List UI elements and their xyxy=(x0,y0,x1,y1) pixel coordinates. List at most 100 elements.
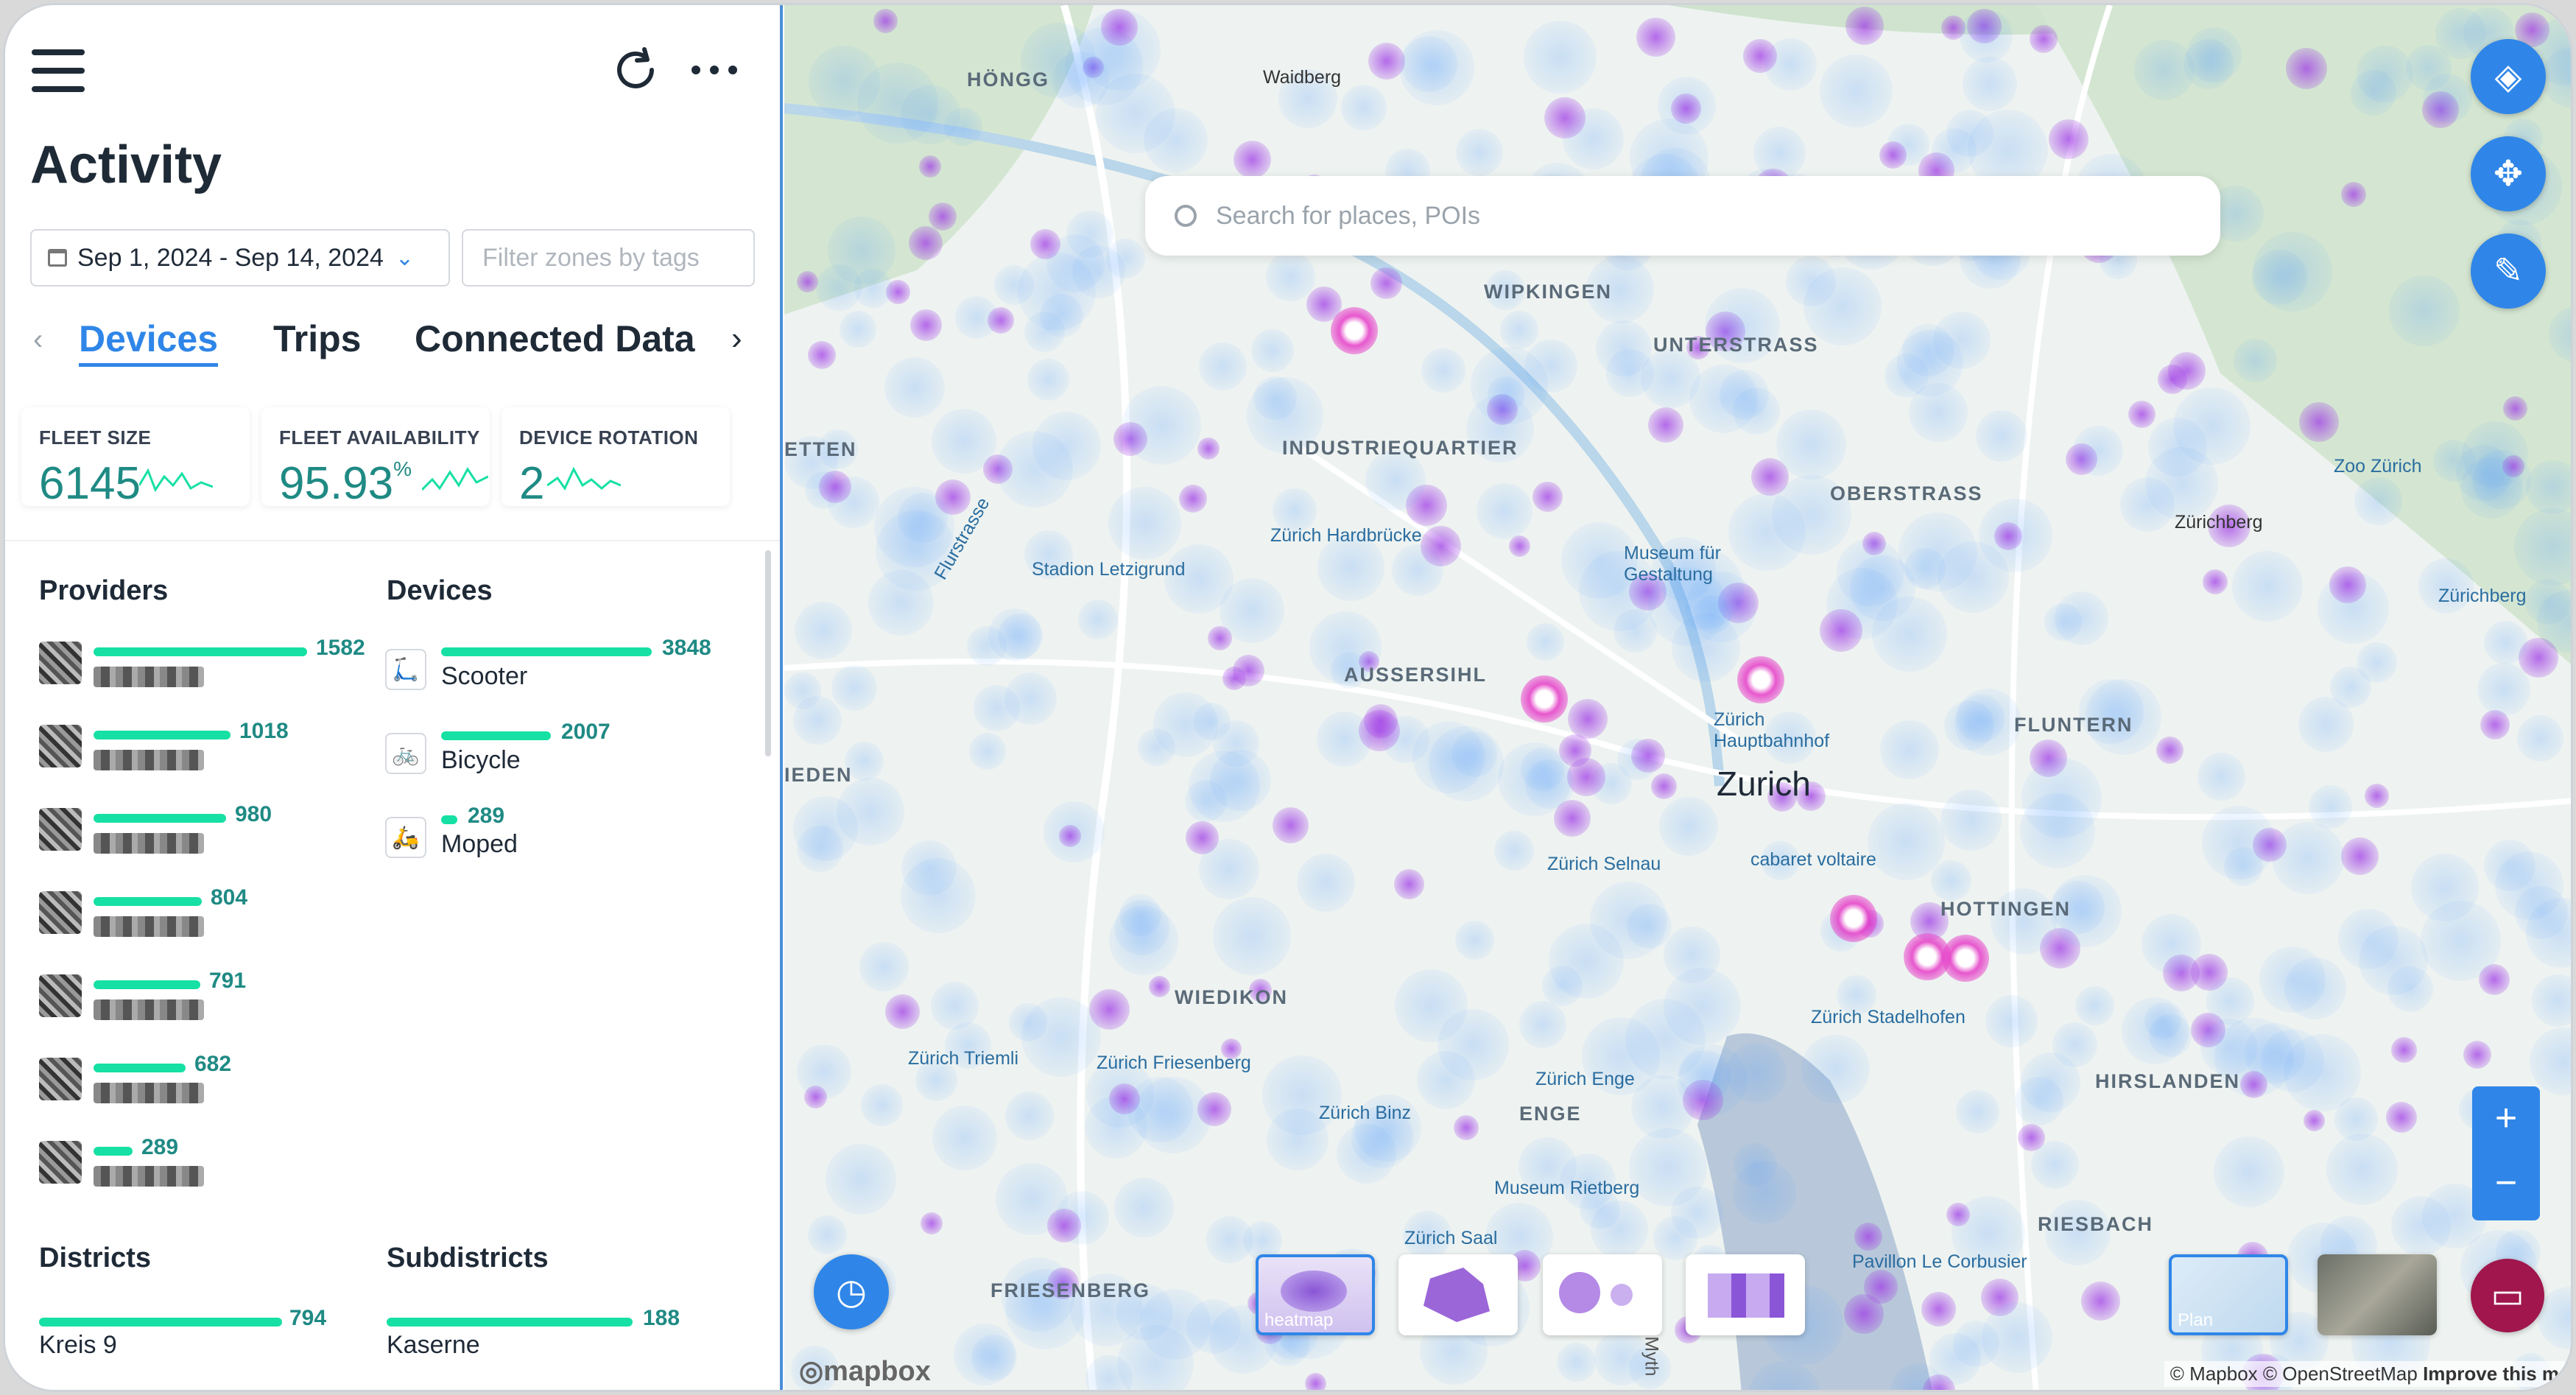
provider-name[interactable] xyxy=(94,999,204,1020)
map-label-riesbach: RIESBACH xyxy=(2038,1213,2154,1235)
hexbin-icon xyxy=(1708,1273,1784,1318)
search-icon xyxy=(1175,205,1197,227)
basemap-satellite-thumb[interactable] xyxy=(2318,1254,2437,1335)
panel-scrollbar[interactable] xyxy=(765,550,771,756)
place-search-input[interactable]: Search for places, POIs xyxy=(1145,176,2220,256)
city-label-zurich: Zurich xyxy=(1717,765,1811,803)
refresh-icon[interactable] xyxy=(609,43,662,96)
layers-button[interactable]: ◈ xyxy=(2471,39,2546,114)
device-name[interactable]: Scooter xyxy=(441,662,528,690)
district-bar xyxy=(39,1318,282,1327)
page-title: Activity xyxy=(30,136,222,194)
pencil-icon: ✎ xyxy=(2493,252,2524,291)
zone-tag-filter-input[interactable]: Filter zones by tags xyxy=(462,229,755,287)
provider-name[interactable] xyxy=(94,1166,204,1187)
poi-museum-fur-gestaltung: Museum für Gestaltung xyxy=(1624,543,1721,585)
poi-zurich-hardbrucke: Zürich Hardbrücke xyxy=(1270,525,1422,546)
subdistricts-title: Subdistricts xyxy=(387,1243,549,1273)
layer-hexbin-thumb[interactable] xyxy=(1686,1254,1805,1335)
map-label-hottingen: HOTTINGEN xyxy=(1940,898,2071,920)
device-name[interactable]: Moped xyxy=(441,830,518,858)
map-label-wiedikon: WIEDIKON xyxy=(1175,986,1288,1008)
draw-button[interactable]: ✎ xyxy=(2471,233,2546,309)
layer-heatmap-thumb[interactable]: heatmap xyxy=(1256,1254,1375,1335)
mapbox-logo-icon: ◎ xyxy=(799,1356,824,1387)
device-bar xyxy=(441,815,457,824)
provider-bar xyxy=(94,647,307,656)
divider xyxy=(5,540,780,541)
district-name[interactable]: Kreis 9 xyxy=(39,1331,117,1359)
layer-bubbles-thumb[interactable] xyxy=(1543,1254,1662,1335)
map-label-friesenberg: FRIESENBERG xyxy=(990,1279,1151,1301)
district-value: 794 xyxy=(289,1306,327,1330)
provider-name[interactable] xyxy=(94,916,204,937)
poi-zurich-triemli: Zürich Triemli xyxy=(908,1048,1019,1069)
street-myth: Myth xyxy=(1641,1336,1662,1377)
poi-zoo-zurich: Zoo Zürich xyxy=(2334,456,2422,477)
poi-stadion-letzigrund: Stadion Letzigrund xyxy=(1032,559,1186,580)
time-filter-button[interactable]: ◷ xyxy=(814,1254,889,1329)
kpi-device-rotation: DEVICE ROTATION 2 xyxy=(502,407,730,509)
more-options-icon[interactable] xyxy=(690,64,739,76)
subdistrict-value: 188 xyxy=(643,1306,680,1330)
tab-connected-data[interactable]: Connected Data xyxy=(415,318,695,359)
provider-bar xyxy=(94,1064,186,1072)
poi-waidberg: Waidberg xyxy=(1263,67,1342,88)
basemap-plan-label: Plan xyxy=(2178,1310,2214,1330)
basemap-plan-thumb[interactable]: Plan xyxy=(2169,1254,2288,1335)
hamburger-menu-icon[interactable] xyxy=(32,49,85,105)
pan-button[interactable]: ✥ xyxy=(2471,136,2546,211)
improve-map-link[interactable]: Improve this m xyxy=(2423,1363,2559,1385)
map-label-fluntern: FLUNTERN xyxy=(2014,714,2133,736)
provider-name[interactable] xyxy=(94,667,204,687)
layer-polygon-thumb[interactable] xyxy=(1398,1254,1518,1335)
tabs-scroll-right-icon[interactable]: › xyxy=(731,320,742,356)
provider-name[interactable] xyxy=(94,1083,204,1103)
tab-devices[interactable]: Devices xyxy=(79,317,219,367)
device-value: 2007 xyxy=(561,720,610,744)
provider-name[interactable] xyxy=(94,833,204,854)
provider-value: 791 xyxy=(209,969,247,993)
poi-zurichberg: Zürichberg xyxy=(2175,512,2263,533)
chat-icon: ▭ xyxy=(2491,1276,2524,1315)
map-label-hongg: HÖNGG xyxy=(967,68,1050,91)
zoom-in-button[interactable]: + xyxy=(2494,1097,2518,1139)
subdistrict-name[interactable]: Kaserne xyxy=(387,1331,480,1359)
subdistrict-bar xyxy=(387,1318,633,1327)
poi-zurich-saal: Zürich Saal xyxy=(1404,1228,1498,1248)
poi-museum-rietberg: Museum Rietberg xyxy=(1494,1178,1640,1198)
sparkline-icon xyxy=(547,466,621,491)
zoom-out-button[interactable]: − xyxy=(2494,1162,2518,1204)
moped-icon: 🛵 xyxy=(385,817,426,858)
map-label-enge: ENGE xyxy=(1519,1103,1582,1125)
tabs-scroll-left-icon[interactable]: ‹ xyxy=(33,323,43,356)
move-arrows-icon: ✥ xyxy=(2493,155,2524,194)
provider-value: 1018 xyxy=(239,719,289,743)
filter-placeholder: Filter zones by tags xyxy=(482,243,700,272)
tab-trips[interactable]: Trips xyxy=(273,318,362,359)
devices-title: Devices xyxy=(387,575,493,606)
date-range-picker[interactable]: Sep 1, 2024 - Sep 14, 2024 ⌄ xyxy=(30,229,450,287)
clock-icon: ◷ xyxy=(836,1273,867,1312)
poi-zurichberg-2: Zürichberg xyxy=(2438,586,2527,606)
provider-name[interactable] xyxy=(94,750,204,770)
bubble-icon xyxy=(1559,1272,1600,1313)
provider-value: 682 xyxy=(194,1052,232,1076)
device-value: 3848 xyxy=(662,636,711,660)
search-placeholder: Search for places, POIs xyxy=(1216,201,1481,230)
map-attribution[interactable]: © Mapbox © OpenStreetMap Improve this m xyxy=(2164,1361,2565,1387)
device-name[interactable]: Bicycle xyxy=(441,746,521,774)
sparkline-icon xyxy=(422,467,488,491)
heatmap-layer xyxy=(784,5,2571,1390)
map-label-wipkingen: WIPKINGEN xyxy=(1484,281,1613,303)
provider-bar xyxy=(94,731,230,739)
attribution-text: © Mapbox © OpenStreetMap xyxy=(2169,1363,2418,1385)
chat-button[interactable]: ▭ xyxy=(2471,1259,2544,1332)
provider-logo xyxy=(39,1058,82,1100)
poi-pavillon-le-corbusier: Pavillon Le Corbusier xyxy=(1852,1251,2027,1272)
provider-bar xyxy=(94,814,226,823)
provider-logo xyxy=(39,642,82,684)
mapbox-logo[interactable]: ◎mapbox xyxy=(799,1356,931,1387)
polygon-icon xyxy=(1424,1268,1490,1322)
map-canvas[interactable]: HÖNGG WIPKINGEN UNTERSTRASS INDUSTRIEQUA… xyxy=(784,5,2571,1390)
